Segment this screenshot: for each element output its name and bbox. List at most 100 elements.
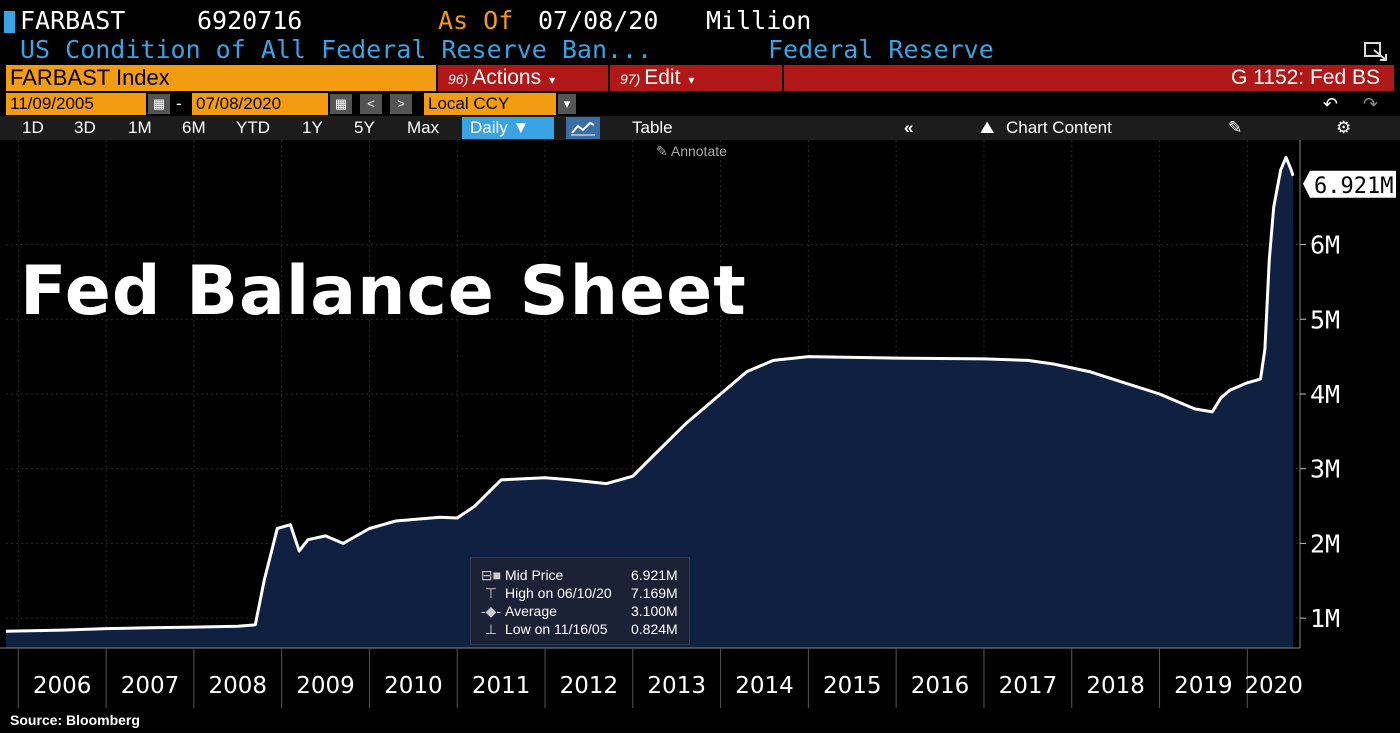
security-input[interactable]: FARBAST Index [6, 65, 436, 91]
pencil-icon: ✎ [656, 143, 671, 159]
undo-icon[interactable]: ↶ [1322, 94, 1338, 114]
legend-value: 6.921M [631, 567, 678, 583]
currency-select[interactable]: Local CCY [424, 93, 556, 115]
period-ytd[interactable]: YTD [236, 118, 270, 137]
period-6m[interactable]: 6M [182, 118, 206, 137]
legend-label: Average [505, 603, 557, 619]
y-tick-label: 3M [1310, 455, 1340, 484]
x-tick-label: 2019 [1174, 673, 1233, 699]
calendar-icon[interactable]: ▦ [330, 94, 352, 114]
last-value: 6920716 [197, 6, 303, 35]
chevron-down-icon: ▾ [688, 73, 695, 87]
actions-shortcut: 96) [448, 71, 469, 87]
y-tick-label: 5M [1310, 305, 1340, 334]
x-tick-label: 2007 [121, 673, 180, 699]
x-tick-label: 2017 [999, 673, 1058, 699]
redo-icon[interactable]: ↷ [1362, 94, 1378, 114]
actions-label: Actions [472, 66, 542, 89]
calendar-icon[interactable]: ▦ [148, 94, 170, 114]
y-tick-label: 4M [1310, 380, 1340, 409]
y-tick-label: 2M [1310, 529, 1340, 558]
line-chart-toggle[interactable] [566, 117, 600, 139]
header-line-1: FARBAST 6920716 As Of 07/08/20 Million [0, 6, 1400, 36]
x-tick-label: 2018 [1086, 673, 1145, 699]
frequency-label: Daily [470, 118, 508, 137]
legend-square-icon: ⊟■ [480, 567, 502, 583]
period-1m[interactable]: 1M [128, 118, 152, 137]
popout-window-icon[interactable] [1364, 40, 1388, 62]
table-button[interactable]: Table [632, 118, 673, 137]
legend-row: -◆- Average 3.100M [471, 602, 691, 620]
period-3d[interactable]: 3D [74, 118, 96, 137]
balance-sheet-chart: 1M 2M 3M 4M 5M 6M 6.921M 2006 2007 2008 2009 2010 20… [0, 140, 1396, 708]
actions-menu-button[interactable]: 96) Actions ▾ [438, 65, 608, 91]
edit-shortcut: 97) [620, 71, 641, 87]
chevron-down-icon: ▾ [549, 73, 556, 87]
function-title: G 1152: Fed BS [784, 65, 1394, 91]
x-tick-label: 2013 [647, 673, 706, 699]
edit-label: Edit [644, 66, 681, 89]
chevron-down-icon: ▼ [512, 118, 530, 137]
x-tick-label: 2010 [384, 673, 443, 699]
x-tick-label: 2011 [472, 673, 531, 699]
last-value-tag [1303, 170, 1396, 198]
units-label: Million [706, 6, 812, 35]
x-tick-label: 2009 [296, 673, 355, 699]
y-tick-label: 1M [1310, 604, 1340, 633]
chart-overlay-title: Fed Balance Sheet [20, 252, 747, 331]
average-marker-icon: -◆- [480, 603, 502, 619]
x-tick-label: 2020 [1244, 673, 1303, 699]
legend-value: 3.100M [631, 603, 678, 619]
legend-value: 0.824M [631, 621, 678, 637]
security-marker-icon [4, 11, 15, 33]
frequency-select[interactable]: Daily ▼ [462, 117, 554, 139]
end-date-input[interactable]: 07/08/2020 [192, 93, 328, 115]
legend-row: ⊤ High on 06/10/20 7.169M [471, 584, 691, 602]
series-area [6, 157, 1293, 649]
start-date-input[interactable]: 11/09/2005 [6, 93, 146, 115]
period-5y[interactable]: 5Y [354, 118, 375, 137]
source-footnote: Source: Bloomberg [10, 712, 140, 728]
x-axis-band [0, 649, 1300, 707]
command-bar: FARBAST Index 96) Actions ▾ 97) Edit ▾ G 115… [0, 65, 1400, 91]
line-chart-icon [571, 121, 595, 136]
high-marker-icon: ⊤ [484, 585, 498, 601]
collapse-icon[interactable]: « [904, 118, 914, 137]
next-arrow-icon[interactable]: > [390, 94, 412, 114]
legend-label: High on 06/10/20 [505, 585, 612, 601]
x-tick-label: 2016 [911, 673, 970, 699]
edit-menu-button[interactable]: 97) Edit ▾ [610, 65, 782, 91]
period-max[interactable]: Max [407, 118, 440, 137]
period-bar: 1D 3D 1M 6M YTD 1Y 5Y Max Daily ▼ Table … [0, 116, 1400, 140]
chart-legend: ⊟■ Mid Price 6.921M ⊤ High on 06/10/20 7… [470, 557, 690, 645]
x-tick-label: 2015 [823, 673, 882, 699]
legend-row: ⊥ Low on 11/16/05 0.824M [471, 620, 691, 638]
series-line [5, 155, 1295, 633]
annotate-button[interactable]: ✎ Annotate [656, 143, 727, 160]
chevron-down-icon[interactable]: ▾ [558, 94, 576, 114]
period-1y[interactable]: 1Y [302, 118, 323, 137]
annotate-label: Annotate [670, 143, 727, 159]
x-tick-label: 2008 [208, 673, 267, 699]
date-separator: - [176, 94, 182, 113]
chart-content-button[interactable]: Chart Content [1006, 118, 1112, 137]
legend-label: Mid Price [505, 567, 564, 583]
gear-icon[interactable]: ⚙ [1336, 118, 1352, 137]
legend-value: 7.169M [631, 585, 678, 601]
x-tick-label: 2014 [735, 673, 794, 699]
legend-label: Low on 11/16/05 [505, 621, 608, 637]
period-1d[interactable]: 1D [22, 118, 44, 137]
security-description: US Condition of All Federal Reserve Ban.… [20, 35, 653, 64]
date-range-bar: 11/09/2005 ▦ - 07/08/2020 ▦ < > Local CC… [0, 93, 1400, 115]
ticker-code: FARBAST [20, 6, 126, 35]
header-line-2: US Condition of All Federal Reserve Ban.… [0, 36, 1400, 64]
legend-row: ⊟■ Mid Price 6.921M [471, 566, 691, 584]
chart-content-icon[interactable]: ⛰ [980, 118, 995, 137]
low-marker-icon: ⊥ [484, 621, 498, 637]
x-tick-label: 2006 [33, 673, 92, 699]
as-of-label: As Of [438, 6, 514, 35]
previous-arrow-icon[interactable]: < [360, 94, 382, 114]
x-tick-label: 2012 [560, 673, 619, 699]
y-tick-label: 6M [1310, 231, 1340, 260]
edit-pencil-icon[interactable]: ✎ [1228, 118, 1243, 137]
